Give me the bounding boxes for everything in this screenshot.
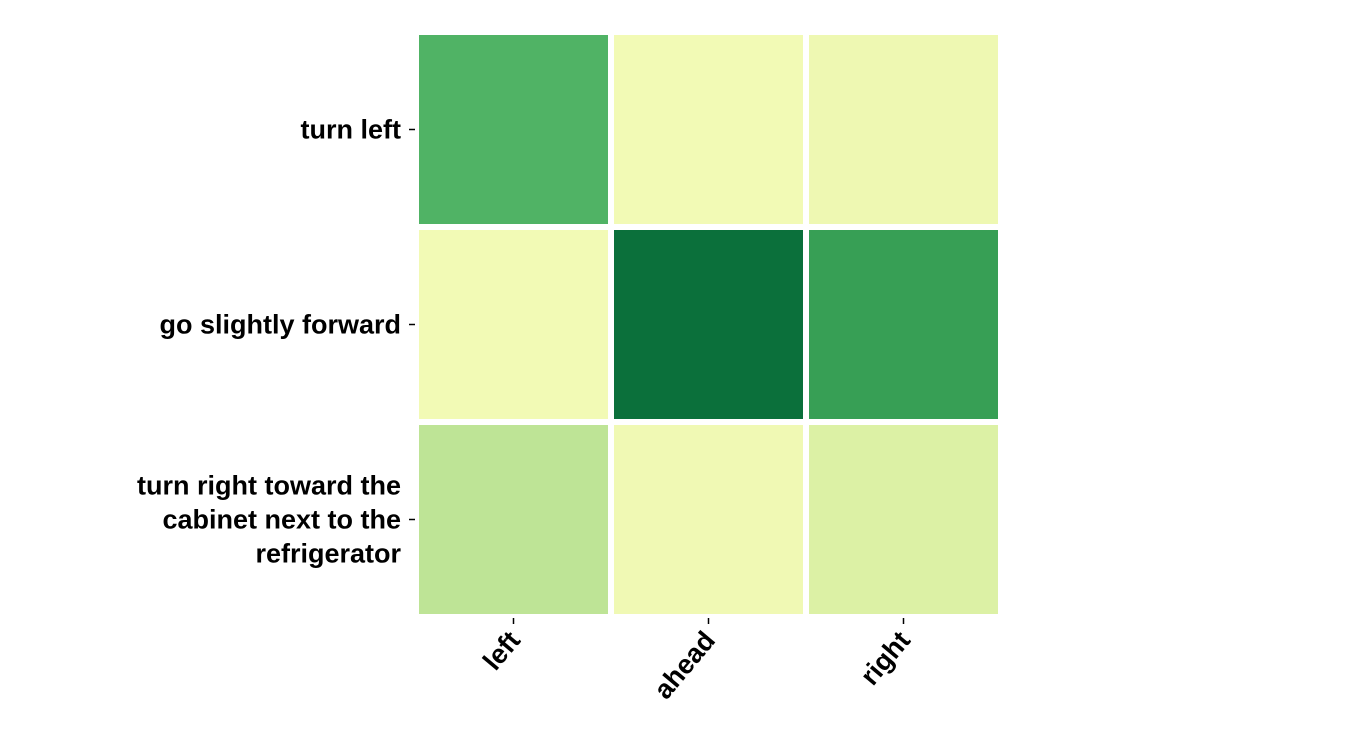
y-tick-label-line: turn left bbox=[301, 115, 402, 145]
heatmap-cell-r2-c3 bbox=[809, 230, 998, 419]
y-tick-label-line: go slightly forward bbox=[159, 310, 401, 340]
y-tick-label-line: turn right toward the bbox=[137, 471, 401, 501]
heatmap-cell-r3-c1 bbox=[419, 425, 608, 614]
heatmap-cell-r1-c2 bbox=[614, 35, 803, 224]
y-tick-label-2: go slightly forward bbox=[159, 310, 401, 340]
heatmap-cells bbox=[419, 35, 998, 614]
x-tick-label-ahead: ahead bbox=[648, 626, 721, 705]
heatmap-cell-r1-c1 bbox=[419, 35, 608, 224]
heatmap-cell-r3-c3 bbox=[809, 425, 998, 614]
x-axis: left ahead right bbox=[477, 618, 916, 705]
heatmap-cell-r1-c3 bbox=[809, 35, 998, 224]
heatmap-cell-r3-c2 bbox=[614, 425, 803, 614]
y-tick-label-line: cabinet next to the bbox=[162, 505, 401, 535]
x-tick-label-right: right bbox=[855, 626, 917, 691]
heatmap-cell-r2-c1 bbox=[419, 230, 608, 419]
y-tick-label-1: turn left bbox=[301, 115, 402, 145]
y-tick-label-3: turn right toward the cabinet next to the… bbox=[137, 471, 401, 569]
y-axis: turn left go slightly forward turn right t… bbox=[137, 115, 415, 569]
x-tick-label-left: left bbox=[477, 626, 526, 676]
heatmap-cell-r2-c2 bbox=[614, 230, 803, 419]
y-tick-label-line: refrigerator bbox=[255, 539, 401, 569]
